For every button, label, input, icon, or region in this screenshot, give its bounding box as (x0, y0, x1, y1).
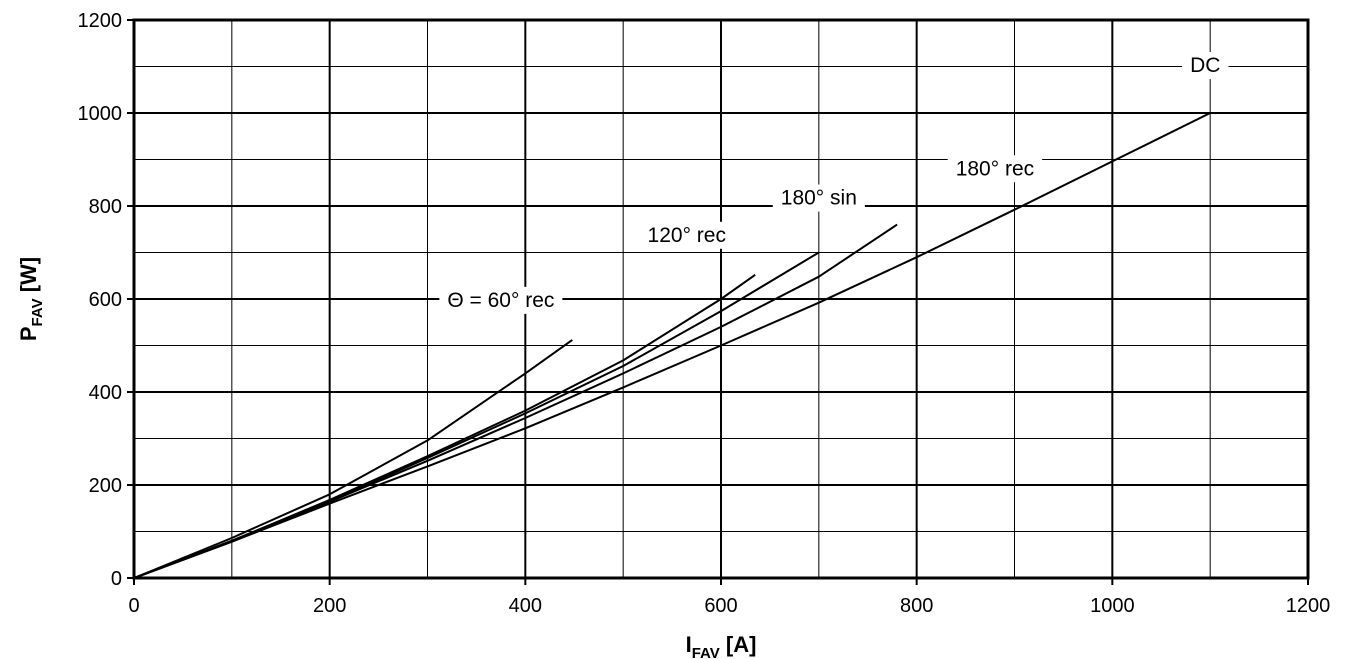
x-tick-label: 200 (313, 595, 346, 617)
curves (133, 112, 1211, 579)
curve-label-bg (1182, 52, 1229, 80)
curve-label-group: 120° rec (639, 221, 734, 249)
curve-label-bg (947, 155, 1043, 183)
curve-label: 180° rec (956, 157, 1034, 180)
curve-labels: DC 180° rec 180° sin 120° rec Θ = 60° rec (439, 52, 1229, 314)
x-tick-label: 600 (704, 595, 737, 617)
x-tick-label: 0 (128, 595, 139, 617)
x-tick-label: 400 (509, 595, 542, 617)
x-axis-title-main: I (686, 632, 692, 657)
curve-label: 120° rec (648, 224, 726, 247)
series-line (133, 223, 898, 579)
tick-labels: 0 200 400 600 800 1000 1200 0 200 400 600 800 1000 12… (78, 10, 1331, 617)
x-axis-title: IFAV [A] (686, 632, 757, 659)
curve-label-group: 180° sin (772, 184, 865, 212)
curve-label: Θ = 60° rec (447, 289, 554, 312)
x-axis-title-subscript: FAV (692, 645, 720, 659)
y-tick-label: 0 (111, 568, 122, 590)
y-axis-title-main: P (16, 326, 41, 341)
curve-label-bg (439, 286, 563, 314)
curve-label: DC (1190, 54, 1220, 77)
axis-titles: IFAV [A]PFAV [W] (16, 257, 756, 659)
y-tick-label: 800 (89, 196, 122, 218)
series-line (133, 273, 756, 579)
y-tick-label: 400 (89, 382, 122, 404)
series-line (133, 112, 1211, 579)
y-tick-label: 1000 (78, 103, 123, 125)
curve-label-group: DC (1182, 52, 1229, 80)
x-axis-title-unit: [A] (720, 632, 757, 657)
curve-label-group: 180° rec (947, 155, 1043, 183)
curve-label-bg (639, 221, 734, 249)
x-tick-label: 800 (900, 595, 933, 617)
y-tick-label: 600 (89, 289, 122, 311)
curve-label-group: Θ = 60° rec (439, 286, 563, 314)
y-axis-title-unit: [W] (16, 257, 41, 299)
y-axis-title: PFAV [W] (16, 257, 46, 341)
x-tick-label: 1200 (1286, 595, 1331, 617)
x-tick-label: 1000 (1090, 595, 1135, 617)
series-line (133, 339, 573, 579)
y-tick-label: 1200 (78, 10, 123, 32)
curve-label: 180° sin (781, 187, 857, 210)
y-axis-title-subscript: FAV (29, 298, 46, 326)
curve-label-bg (772, 184, 865, 212)
y-tick-label: 200 (89, 475, 122, 497)
